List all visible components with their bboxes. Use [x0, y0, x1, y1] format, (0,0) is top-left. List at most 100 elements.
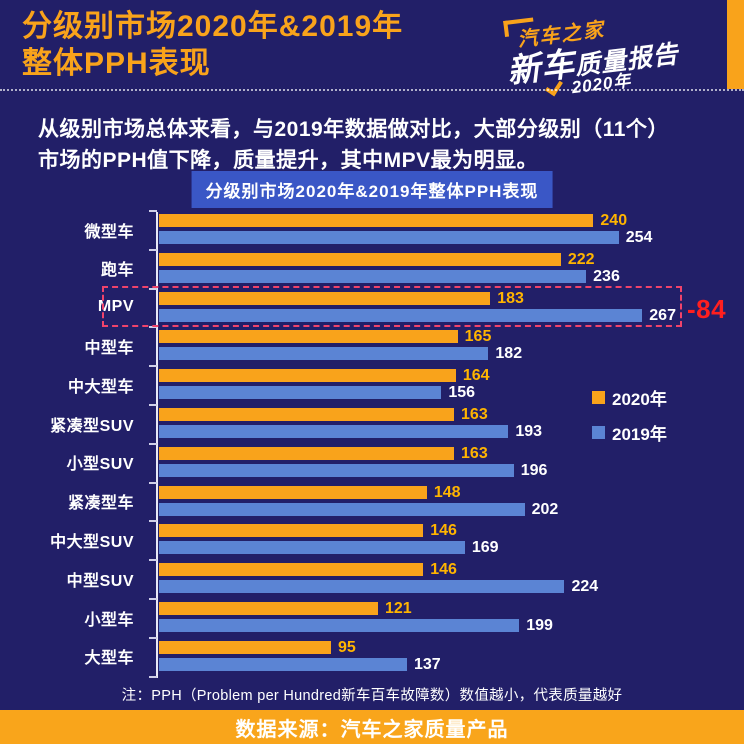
bar-line-2019年: 199: [159, 617, 553, 634]
header-accent-stripe: [727, 0, 744, 89]
legend-label-2020: 2020年: [612, 390, 667, 409]
bar-2020年: [159, 524, 424, 538]
category-label: 紧凑型车: [67, 495, 134, 513]
page-title-line2: 整体PPH表现: [22, 47, 211, 80]
bar-line-2019年: 137: [159, 655, 441, 673]
chart-row: 紧凑型SUV 163 193: [0, 404, 744, 443]
bar-2019年: [159, 269, 587, 283]
bar-value-2019年: 267: [649, 306, 676, 324]
bar-value-2020年: 146: [430, 561, 457, 579]
bar-2019年: [159, 386, 442, 400]
bar-line-2019年: 224: [159, 579, 598, 595]
category-label: 大型车: [84, 650, 134, 668]
bar-2020年: [159, 291, 491, 305]
page-title: 分级别市场2020年&2019年 整体PPH表现: [22, 8, 403, 82]
bar-line-2020年: 148: [159, 483, 461, 501]
bar-2019年: [159, 502, 525, 516]
bar-2019年: [159, 541, 465, 555]
chart-legend: 2020年 2019年: [592, 385, 667, 445]
bar-line-2019年: 196: [159, 461, 548, 479]
chart-row: 中大型车 164 156: [0, 365, 744, 404]
bar-2019年: [159, 347, 489, 361]
bar-2020年: [159, 446, 455, 460]
bar-value-2019年: 202: [531, 500, 559, 518]
bar-value-2019年: 236: [593, 267, 620, 285]
axis-tick: [149, 287, 157, 290]
header: 分级别市场2020年&2019年 整体PPH表现 汽车之家 新车质量报告 202…: [0, 0, 744, 97]
intro-paragraph: 从级别市场总体来看，与2019年数据做对比，大部分级别（11个） 市场的PPH值…: [38, 114, 728, 176]
bar-value-2020年: 95: [337, 638, 356, 656]
bar-2020年: [159, 563, 424, 577]
bar-2020年: [159, 602, 378, 615]
pph-bar-chart: 微型车 240 254 跑车 222 236 MPV 183 267 中型车 165 182 中大型车 1…: [0, 210, 744, 680]
bar-line-2020年: 165: [159, 328, 492, 346]
bar-line-2020年: 240: [159, 212, 628, 229]
dotted-separator: [0, 89, 744, 91]
bar-value-2020年: 164: [462, 367, 490, 385]
bar-value-2019年: 193: [515, 423, 543, 440]
legend-label-2019: 2019年: [612, 425, 667, 444]
bar-line-2020年: 163: [159, 444, 488, 462]
bar-value-2020年: 121: [385, 600, 412, 617]
axis-tick: [149, 326, 157, 329]
bar-value-2019年: 137: [413, 655, 441, 673]
bar-2020年: [159, 252, 561, 266]
bar-2019年: [159, 308, 643, 322]
bar-value-2020年: 146: [430, 522, 457, 540]
bar-line-2020年: 163: [159, 406, 488, 423]
bar-value-2020年: 148: [433, 483, 461, 501]
axis-tick: [149, 481, 157, 484]
bar-value-2019年: 199: [526, 617, 553, 634]
category-label: 中型SUV: [66, 572, 134, 590]
bar-value-2020年: 163: [461, 444, 488, 462]
chart-row: MPV 183 267: [0, 288, 744, 327]
mpv-delta-label: -84: [687, 293, 727, 324]
category-label: 中型车: [84, 339, 134, 357]
bar-2019年: [159, 580, 565, 594]
bar-value-2019年: 156: [448, 384, 476, 402]
bar-line-2019年: 254: [159, 229, 653, 246]
chart-row: 小型SUV 163 196: [0, 443, 744, 482]
brand-logo: 汽车之家 新车质量报告 2020年: [501, 0, 724, 99]
chart-row: 小型车 121 199: [0, 598, 744, 637]
bar-value-2019年: 254: [625, 229, 653, 246]
intro-line2: 市场的PPH值下降，质量提升，其中MPV最为明显。: [38, 149, 539, 172]
bar-value-2020年: 165: [464, 328, 492, 346]
bar-2020年: [159, 369, 456, 383]
footnote: 注：PPH（Problem per Hundred新车百车故障数）数值越小，代表…: [121, 688, 623, 704]
chart-row: 中型车 165 182: [0, 326, 744, 365]
bar-line-2020年: 121: [159, 600, 412, 617]
category-label: 小型车: [84, 611, 134, 629]
bar-value-2020年: 163: [461, 406, 488, 423]
axis-tick: [149, 636, 157, 639]
bar-2019年: [159, 231, 619, 244]
category-label: 中大型车: [67, 378, 134, 396]
intro-line1: 从级别市场总体来看，与2019年数据做对比，大部分级别（11个）: [38, 118, 669, 141]
bar-line-2020年: 146: [159, 522, 457, 540]
bar-value-2020年: 240: [600, 212, 628, 229]
chart-row: 跑车 222 236: [0, 249, 744, 288]
bar-value-2020年: 222: [567, 250, 595, 268]
bar-line-2019年: 169: [159, 540, 499, 556]
category-label: 紧凑型SUV: [50, 417, 134, 435]
check-icon: [545, 76, 563, 97]
axis-tick: [149, 442, 157, 445]
bar-value-2019年: 182: [495, 345, 523, 363]
axis-tick: [149, 365, 157, 368]
footer-source-text: 数据来源：汽车之家质量产品: [235, 718, 509, 741]
category-label: MPV: [97, 298, 134, 316]
bar-line-2020年: 222: [159, 250, 595, 268]
axis-tick: [149, 210, 157, 212]
page-title-line1: 分级别市场2020年&2019年: [22, 10, 404, 43]
chart-row: 中型SUV 146 224: [0, 559, 744, 598]
bar-2020年: [159, 485, 427, 499]
bar-line-2020年: 164: [159, 367, 490, 385]
bar-2019年: [159, 425, 509, 438]
category-label: 微型车: [84, 223, 134, 241]
bar-value-2019年: 196: [520, 461, 548, 479]
bar-2020年: [159, 408, 455, 421]
y-axis-line: [156, 212, 158, 678]
axis-tick: [149, 559, 157, 562]
bar-line-2019年: 236: [159, 267, 620, 285]
